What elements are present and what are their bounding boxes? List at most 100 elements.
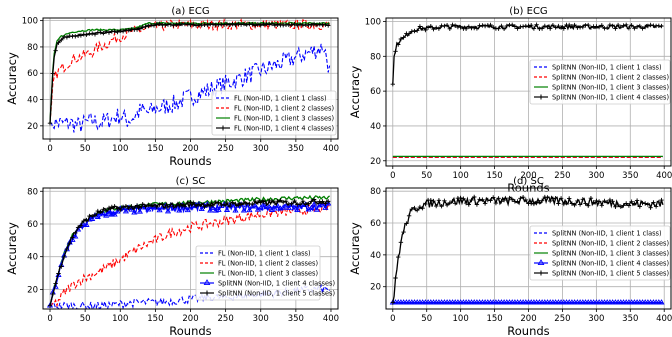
x-tick-label: 250	[554, 171, 570, 181]
legend-label: SplitNN (Non-IID, 1 client 4 classes)	[552, 260, 669, 268]
x-tick-label: 50	[80, 314, 91, 324]
x-tick-label: 200	[520, 171, 536, 181]
y-tick-label: 100	[365, 17, 381, 27]
chart-title: (b) ECG	[509, 6, 547, 17]
legend: SplitNN (Non-IID, 1 client 1 class) Split…	[529, 225, 671, 281]
series-group	[390, 22, 664, 158]
x-tick-label: 150	[147, 144, 163, 154]
y-tick-label: 80	[370, 187, 381, 197]
legend-label: FL (Non-IID, 1 client 3 classes)	[234, 115, 334, 123]
y-axis-label: Accuracy	[348, 66, 362, 119]
legend: FL (Non-IID, 1 client 1 class) FL (Non-II…	[211, 90, 337, 136]
y-tick-label: 80	[27, 43, 38, 53]
x-tick-label: 200	[182, 314, 198, 324]
legend-label: SplitNN (Non-IID, 1 client 1 class)	[552, 230, 662, 238]
y-tick-label: 20	[27, 122, 38, 132]
series-markers	[390, 22, 664, 87]
x-tick-label: 300	[253, 314, 269, 324]
legend-marker	[203, 279, 211, 286]
legend-label: FL (Non-IID, 1 client 2 classes)	[234, 105, 334, 113]
legend-box	[211, 90, 337, 136]
y-tick-label: 60	[27, 220, 38, 230]
y-tick-label: 60	[370, 87, 381, 97]
legend-label: SplitNN (Non-IID, 1 client 3 classes)	[552, 250, 669, 258]
y-tick-label: 60	[370, 219, 381, 229]
y-axis-label: Accuracy	[5, 52, 19, 105]
series-markers	[390, 194, 664, 305]
legend-label: FL (Non-IID, 1 client 4 classes)	[234, 125, 334, 133]
y-axis-label: Accuracy	[348, 222, 362, 275]
x-tick-label: 350	[622, 171, 638, 181]
y-tick-label: 40	[27, 253, 38, 263]
legend-marker	[220, 125, 226, 131]
x-tick-label: 350	[288, 314, 304, 324]
legend-label: SplitNN (Non-IID, 1 client 2 classes)	[552, 240, 669, 248]
series-markers	[389, 299, 665, 305]
x-tick-label: 50	[80, 144, 91, 154]
chart-title: (a) ECG	[171, 6, 209, 17]
y-tick-label: 80	[27, 187, 38, 197]
x-tick-label: 150	[147, 314, 163, 324]
legend-label: SplitNN (Non-IID, 1 client 2 classes)	[552, 74, 669, 82]
x-tick-label: 200	[520, 314, 536, 324]
x-tick-label: 300	[588, 171, 604, 181]
series-line	[49, 18, 331, 124]
legend-label: FL (Non-IID, 1 client 2 classes)	[218, 260, 318, 268]
x-axis-label: Rounds	[507, 324, 549, 337]
x-tick-label: 250	[218, 144, 234, 154]
series-markers	[47, 21, 331, 126]
legend-label: SplitNN (Non-IID, 1 client 3 classes)	[552, 84, 669, 92]
legend-box	[529, 225, 671, 281]
x-tick-label: 100	[112, 314, 128, 324]
x-tick-label: 0	[390, 314, 395, 324]
legend-label: FL (Non-IID, 1 client 3 classes)	[218, 270, 318, 278]
y-tick-label: 20	[27, 285, 38, 295]
x-tick-label: 300	[253, 144, 269, 154]
x-tick-label: 50	[421, 314, 432, 324]
y-tick-label: 80	[370, 52, 381, 62]
legend-label: SplitNN (Non-IID, 1 client 1 class)	[552, 64, 662, 72]
x-tick-label: 400	[323, 314, 339, 324]
x-tick-label: 100	[453, 171, 469, 181]
x-tick-label: 300	[588, 314, 604, 324]
series-group	[47, 18, 331, 133]
chart-title: (d) SC	[513, 176, 544, 187]
legend-box	[529, 59, 671, 105]
x-tick-label: 150	[486, 314, 502, 324]
series-line	[50, 43, 331, 133]
x-tick-label: 250	[218, 314, 234, 324]
x-tick-label: 100	[112, 144, 128, 154]
legend: SplitNN (Non-IID, 1 client 1 class) Split…	[529, 59, 671, 105]
legend-marker	[538, 94, 544, 100]
y-axis-label: Accuracy	[5, 222, 19, 275]
legend-marker	[537, 259, 545, 266]
legend-marker	[538, 270, 544, 276]
chart-panel-1: 0 50 100 150 200 250 300 350 400 20 40 60 80 100 (a) E…	[5, 6, 339, 168]
x-tick-label: 0	[47, 314, 52, 324]
x-tick-label: 100	[453, 314, 469, 324]
legend: FL (Non-IID, 1 client 1 class) FL (Non-II…	[195, 245, 335, 301]
x-tick-label: 350	[622, 314, 638, 324]
x-tick-label: 200	[182, 144, 198, 154]
x-tick-label: 250	[554, 314, 570, 324]
legend-box	[195, 245, 321, 301]
x-tick-label: 50	[421, 171, 432, 181]
chart-panel-3: 0 50 100 150 200 250 300 350 400 20 40 60 80 (c) SC Ro…	[5, 176, 339, 337]
series-group	[46, 194, 332, 309]
x-tick-label: 350	[288, 144, 304, 154]
x-axis-label: Rounds	[169, 324, 211, 337]
chart-panel-2: 0 50 100 150 200 250 300 350 400 20 40 60 80 100 (b) E…	[348, 6, 672, 195]
x-tick-label: 400	[656, 314, 672, 324]
legend-label: SplitNN (Non-IID, 1 client 4 classes)	[552, 94, 669, 102]
chart-title: (c) SC	[176, 176, 206, 187]
series-markers	[47, 197, 331, 308]
y-tick-label: 20	[370, 157, 381, 167]
legend-label: FL (Non-IID, 1 client 1 class)	[234, 95, 327, 103]
x-axis-label: Rounds	[169, 154, 211, 168]
legend-label: SplitNN (Non-IID, 1 client 5 classes)	[552, 270, 669, 278]
legend-marker	[204, 290, 210, 296]
x-tick-label: 400	[323, 144, 339, 154]
legend-label: SplitNN (Non-IID, 1 client 4 classes)	[218, 280, 335, 288]
legend-label: SplitNN (Non-IID, 1 client 5 classes)	[218, 290, 335, 298]
